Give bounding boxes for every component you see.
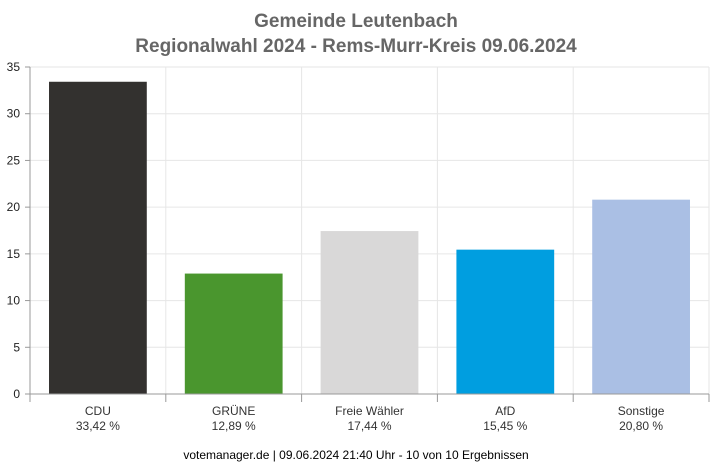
bar-freie-w-hler (320, 231, 419, 394)
bar-sonstige (592, 199, 690, 394)
y-tick-label: 5 (13, 340, 20, 354)
x-category-label: AfD (495, 404, 515, 418)
x-value-label: 15,45 % (483, 419, 527, 433)
y-tick-label: 20 (7, 200, 21, 214)
chart-subtitle: Regionalwahl 2024 - Rems-Murr-Kreis 09.0… (135, 36, 577, 57)
x-value-label: 17,44 % (347, 419, 391, 433)
bar-afd (456, 249, 555, 394)
y-tick-label: 10 (7, 294, 21, 308)
axes (25, 66, 710, 402)
footer-source: votemanager.de | 09.06.2024 21:40 Uhr - … (183, 448, 528, 462)
bar-cdu (49, 81, 147, 394)
chart-title: Gemeinde Leutenbach (254, 11, 458, 32)
x-value-label: 12,89 % (212, 419, 256, 433)
x-value-label: 20,80 % (619, 419, 663, 433)
y-tick-label: 0 (13, 387, 20, 401)
y-tick-label: 15 (7, 247, 21, 261)
x-value-label: 33,42 % (76, 419, 120, 433)
y-tick-label: 30 (7, 107, 21, 121)
x-category-label: CDU (85, 404, 111, 418)
bars (49, 81, 690, 394)
x-category-label: GRÜNE (212, 404, 255, 418)
bar-gr-ne (184, 273, 283, 394)
y-tick-label: 35 (7, 60, 21, 74)
x-category-label: Freie Wähler (335, 404, 404, 418)
y-tick-label: 25 (7, 153, 21, 167)
x-category-label: Sonstige (618, 404, 665, 418)
